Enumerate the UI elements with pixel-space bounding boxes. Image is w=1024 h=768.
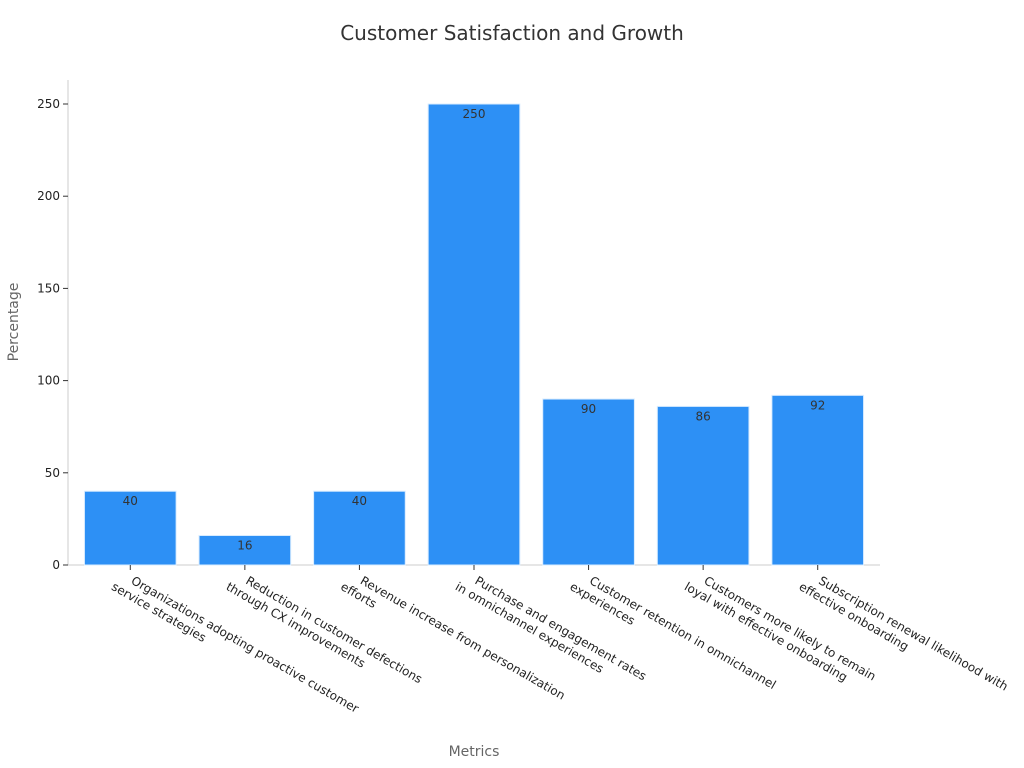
- x-tick-label: Reduction in customer defectionsthrough …: [224, 566, 425, 699]
- bar: [83, 490, 177, 566]
- x-tick-label: Revenue increase from personalizationeff…: [338, 566, 567, 715]
- bar: [771, 394, 865, 566]
- x-tick-label: Subscription renewal likelihood witheffe…: [797, 566, 1011, 706]
- y-tick-label: 100: [37, 374, 60, 388]
- y-tick-label: 150: [37, 281, 60, 295]
- bar: [427, 103, 521, 566]
- x-axis-title: Metrics: [449, 744, 500, 760]
- y-tick-label: 200: [37, 189, 60, 203]
- y-tick-label: 250: [37, 97, 60, 111]
- bar: [656, 405, 750, 566]
- bar-value-label: 250: [463, 107, 486, 121]
- x-tick-label: Customer retention in omnichannelexperie…: [567, 566, 778, 705]
- bar-value-label: 40: [123, 494, 138, 508]
- bar-value-label: 92: [810, 398, 825, 412]
- x-tick-label: Customers more likely to remainloyal wit…: [682, 566, 878, 696]
- chart-title: Customer Satisfaction and Growth: [340, 21, 684, 45]
- bar: [198, 534, 292, 566]
- bar-value-label: 86: [696, 409, 711, 423]
- bar-value-label: 40: [352, 494, 367, 508]
- bar: [542, 398, 635, 566]
- x-tick-label: Purchase and engagement ratesin omnichan…: [453, 566, 649, 696]
- y-tick-label: 0: [52, 558, 60, 572]
- y-tick-label: 50: [45, 466, 60, 480]
- bar-value-label: 90: [581, 402, 596, 416]
- y-axis-title: Percentage: [6, 283, 22, 362]
- bar-value-label: 16: [237, 538, 252, 552]
